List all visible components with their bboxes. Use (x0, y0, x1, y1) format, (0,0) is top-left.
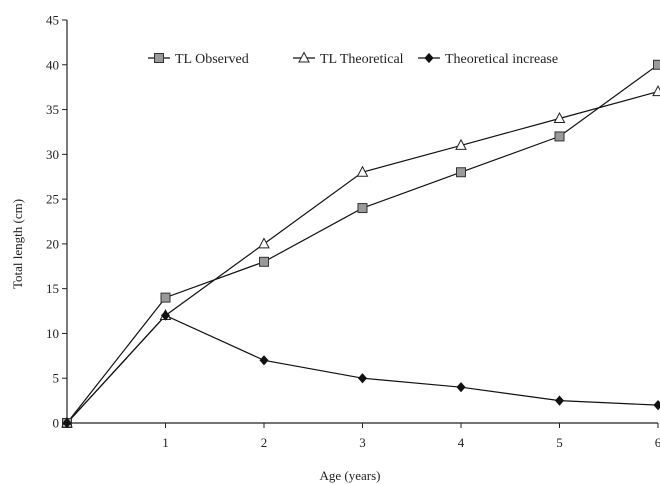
legend-marker-tl-theoretical (298, 51, 310, 63)
y-tick-label-35: 35 (46, 102, 59, 117)
series-lines (66, 64, 659, 424)
y-tick-label-5: 5 (53, 371, 60, 386)
point-tl-theoretical-6 (652, 85, 660, 97)
point-tl-observed-1 (160, 292, 171, 303)
point-theoretical-increase-6 (653, 399, 660, 411)
y-tick-label-20: 20 (46, 236, 59, 251)
point-theoretical-increase-1 (160, 310, 171, 321)
point-tl-theoretical-2 (258, 237, 270, 249)
y-tick-label-25: 25 (46, 192, 59, 207)
point-tl-observed-5 (554, 131, 565, 142)
series-markers (61, 59, 660, 429)
x-tick-label-3: 3 (359, 435, 366, 450)
point-tl-theoretical-3 (356, 165, 369, 177)
legend-marker-tl-observed (154, 53, 164, 63)
y-tick-label-40: 40 (46, 57, 59, 72)
point-tl-observed-6 (653, 59, 660, 70)
y-tick-label-45: 45 (46, 13, 59, 28)
legend-label-theoretical-increase: Theoretical increase (445, 52, 558, 67)
x-tick-label-6: 6 (655, 435, 660, 450)
x-tick-label-5: 5 (556, 435, 563, 450)
point-tl-observed-3 (357, 203, 368, 214)
y-tick-label-30: 30 (46, 147, 59, 162)
point-tl-theoretical-4 (455, 138, 467, 150)
point-tl-observed-4 (456, 167, 466, 178)
point-theoretical-increase-2 (259, 355, 269, 366)
y-tick-label-0: 0 (53, 416, 60, 431)
x-tick-label-1: 1 (162, 435, 169, 450)
y-tick-label-10: 10 (46, 326, 59, 341)
legend-label-tl-observed: TL Observed (175, 52, 249, 67)
point-theoretical-increase-3 (357, 373, 368, 384)
x-tick-label-4: 4 (458, 435, 465, 450)
series-line-tl-observed (66, 64, 659, 424)
series-line-theoretical-increase (66, 314, 659, 424)
x-axis-title: Age (years) (320, 468, 381, 483)
y-tick-label-15: 15 (46, 281, 59, 296)
legend-marker-theoretical-increase (424, 52, 434, 64)
legend-label-tl-theoretical: TL Theoretical (320, 52, 404, 67)
point-theoretical-increase-0 (62, 417, 72, 429)
x-tick-label-2: 2 (261, 435, 268, 450)
legend: TL Observed TL Theoretical Theoretical inc… (148, 51, 558, 67)
point-tl-observed-2 (259, 256, 269, 267)
point-tl-theoretical-5 (553, 111, 566, 124)
y-axis-title: Total length (cm) (10, 199, 25, 289)
point-theoretical-increase-5 (554, 395, 565, 406)
point-theoretical-increase-4 (456, 382, 466, 393)
